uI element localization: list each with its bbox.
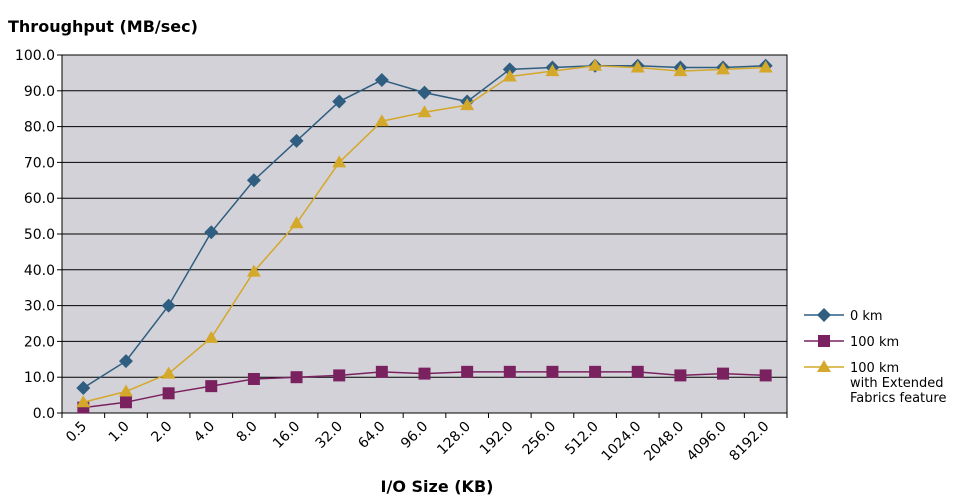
data-point-diamond — [76, 380, 91, 395]
data-point-triangle — [417, 105, 432, 118]
data-point-triangle — [460, 98, 475, 111]
legend-marker-diamond — [817, 308, 831, 322]
data-point-triangle — [716, 62, 731, 75]
data-point-diamond — [332, 94, 347, 109]
x-tick-label: 96.0 — [398, 419, 431, 452]
y-tick-label: 40.0 — [24, 263, 55, 279]
legend-label: with Extended — [850, 376, 943, 391]
x-axis-ticks: 0.5 1.0 2.0 4.0 8.0 16.0 32.0 64.0 96.0 128.0 192.… — [61, 413, 788, 465]
data-point-square — [290, 371, 303, 384]
data-point-square — [717, 367, 730, 380]
x-tick-label: 256.0 — [520, 419, 560, 459]
x-tick-label: 4.0 — [191, 419, 218, 446]
data-point-triangle — [502, 69, 517, 82]
data-point-triangle — [118, 384, 133, 397]
data-point-triangle — [332, 155, 347, 168]
series-3 — [76, 58, 773, 408]
data-point-square — [247, 372, 260, 385]
x-tick-label: 192.0 — [477, 419, 517, 459]
legend-item: 100 km — [804, 335, 899, 350]
legend-label: Fabrics feature — [850, 391, 946, 406]
legend-label: 100 km — [850, 361, 899, 376]
x-tick-label: 4096.0 — [684, 419, 730, 465]
y-tick-label: 60.0 — [24, 191, 55, 207]
data-point-triangle — [630, 60, 645, 73]
data-point-square — [631, 365, 644, 378]
y-axis-ticks: 0.0 10.0 20.0 30.0 40.0 50.0 60.0 70.0 80.0 90.0 1… — [15, 48, 62, 422]
data-point-triangle — [204, 330, 219, 343]
x-tick-label: 8.0 — [234, 419, 261, 446]
data-point-square — [119, 396, 132, 409]
data-point-diamond — [118, 354, 133, 369]
x-tick-label: 16.0 — [270, 419, 303, 452]
data-point-triangle — [588, 58, 603, 71]
x-tick-label: 2.0 — [148, 419, 175, 446]
data-point-square — [333, 369, 346, 382]
data-point-square — [759, 369, 772, 382]
data-point-diamond — [161, 298, 176, 313]
y-tick-label: 10.0 — [24, 370, 55, 386]
data-point-triangle — [374, 114, 389, 127]
data-point-diamond — [374, 73, 389, 88]
y-tick-label: 20.0 — [24, 334, 55, 350]
legend-marker-square — [818, 335, 830, 347]
data-point-square — [205, 380, 218, 393]
data-point-triangle — [289, 216, 304, 229]
legend-item: 0 km — [804, 308, 883, 324]
x-tick-label: 128.0 — [434, 419, 474, 459]
x-tick-label: 64.0 — [355, 419, 388, 452]
data-point-square — [375, 365, 388, 378]
x-tick-label: 8192.0 — [727, 419, 773, 465]
legend-marker-triangle — [817, 360, 831, 372]
legend-label: 0 km — [850, 309, 883, 324]
data-point-diamond — [502, 62, 517, 77]
data-point-square — [503, 365, 516, 378]
y-tick-label: 100.0 — [15, 48, 55, 64]
data-point-diamond — [246, 173, 261, 188]
data-point-square — [418, 367, 431, 380]
x-axis-title: I/O Size (KB) — [381, 477, 494, 496]
data-point-square — [589, 365, 602, 378]
data-point-diamond — [289, 133, 304, 148]
data-point-triangle — [673, 64, 688, 77]
x-tick-label: 512.0 — [562, 419, 602, 459]
x-tick-label: 2048.0 — [641, 419, 687, 465]
data-point-square — [674, 369, 687, 382]
y-tick-label: 70.0 — [24, 155, 55, 171]
y-tick-label: 50.0 — [24, 227, 55, 243]
data-point-triangle — [246, 264, 261, 277]
x-tick-label: 0.5 — [63, 419, 90, 446]
data-point-triangle — [545, 64, 560, 77]
x-tick-label: 32.0 — [313, 419, 346, 452]
y-tick-label: 30.0 — [24, 299, 55, 315]
y-tick-label: 90.0 — [24, 84, 55, 100]
data-point-square — [546, 365, 559, 378]
series-group — [76, 58, 773, 414]
legend-label: 100 km — [850, 335, 899, 350]
x-tick-label: 1.0 — [106, 419, 133, 446]
data-point-triangle — [758, 60, 773, 73]
y-axis-title: Throughput (MB/sec) — [8, 17, 198, 36]
data-point-triangle — [161, 366, 176, 379]
y-tick-label: 80.0 — [24, 120, 55, 136]
y-tick-label: 0.0 — [33, 406, 55, 422]
data-point-triangle — [76, 395, 91, 408]
data-point-square — [461, 365, 474, 378]
data-point-diamond — [204, 225, 219, 240]
data-point-square — [162, 387, 175, 400]
x-tick-label: 1024.0 — [599, 419, 645, 465]
data-point-diamond — [417, 85, 432, 100]
